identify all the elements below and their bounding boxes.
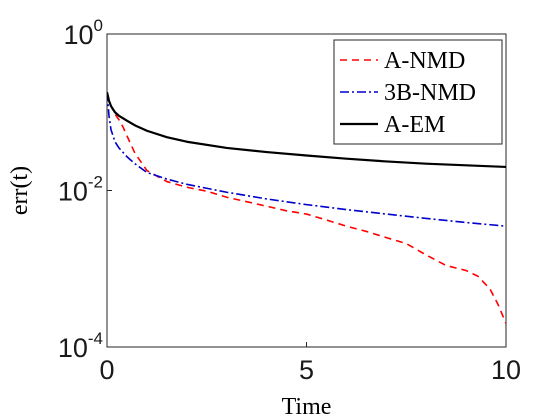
- x-axis-ticks: 0 5 10: [99, 342, 521, 385]
- x-axis-title: Time: [282, 394, 332, 420]
- y-axis-ticks: 100 10-2 10-4: [58, 16, 112, 363]
- legend-label-3b-nmd: 3B-NMD: [384, 80, 476, 106]
- x-tick-label: 0: [99, 355, 114, 385]
- legend: A-NMD 3B-NMD A-EM: [333, 39, 503, 145]
- series-line-3b-nmd: [107, 92, 506, 227]
- y-tick-label: 100: [63, 16, 103, 50]
- legend-label-a-nmd: A-NMD: [384, 48, 465, 74]
- series-layer: [107, 92, 506, 324]
- legend-label-a-em: A-EM: [384, 112, 445, 138]
- y-tick-label: 10-4: [58, 329, 103, 363]
- series-line-a-em: [107, 92, 506, 169]
- x-tick-label: 5: [299, 355, 314, 385]
- x-tick-label: 10: [491, 355, 521, 385]
- series-line-a-nmd: [107, 92, 506, 324]
- y-axis-title: err(t): [7, 166, 33, 215]
- y-tick-label: 10-2: [58, 173, 103, 207]
